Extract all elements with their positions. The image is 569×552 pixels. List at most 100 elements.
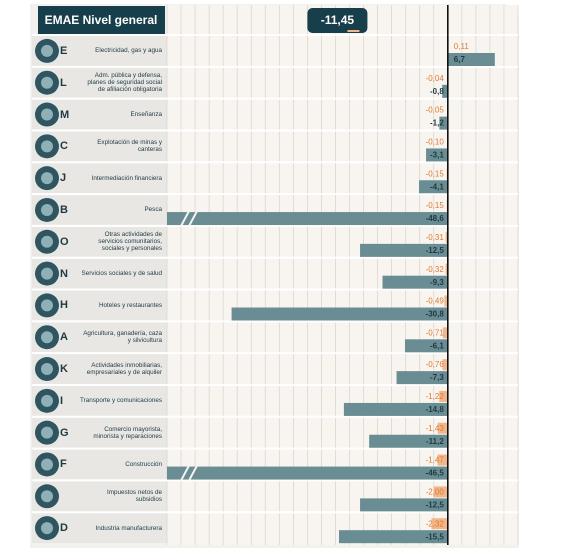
variation-label: -9,3 (430, 278, 444, 287)
sector-icon-detail (41, 76, 53, 89)
contribution-label: -0,71 (426, 328, 445, 337)
category-label: Agricultura, ganadería, caza y silvicult… (83, 330, 162, 345)
contribution-label: -0,15 (426, 169, 445, 178)
variation-bar (360, 243, 448, 257)
variation-bar (442, 84, 448, 98)
variation-label: -48,6 (426, 214, 445, 223)
variation-label: -11,2 (426, 437, 444, 446)
sector-code: K (60, 363, 68, 376)
chart-title: EMAE Nivel general (45, 13, 158, 27)
variation-label: -30,8 (426, 310, 445, 319)
category-label: Explotación de minas y canteras (97, 139, 162, 154)
category-label: Servicios sociales y de salud (81, 270, 163, 278)
contribution-bar (442, 327, 448, 339)
contribution-label: -0,05 (426, 106, 445, 115)
contribution-bar (437, 422, 448, 434)
variation-bar (343, 402, 448, 416)
variation-bar (439, 116, 448, 130)
variation-bar (360, 498, 448, 512)
contribution-bar (433, 486, 448, 498)
contribution-label: -0,04 (426, 74, 445, 83)
sector-code: A (60, 331, 68, 344)
sector-icon-detail (41, 235, 53, 248)
sector-icon-detail (41, 140, 53, 153)
sector-code: C (60, 140, 68, 153)
category-label: Industria manufacturera (95, 524, 162, 532)
sector-code: E (60, 44, 68, 57)
contribution-bar (437, 454, 448, 466)
sector-icon-detail (41, 458, 53, 471)
sector-code: F (60, 458, 67, 471)
sector-icon-detail (41, 522, 53, 535)
variation-label: -0,8 (430, 87, 444, 96)
contribution-bar (442, 359, 448, 371)
total-box (307, 8, 368, 33)
variation-label: -3,1 (430, 151, 444, 160)
sector-code: J (60, 172, 67, 185)
variation-label: -1,2 (430, 119, 444, 128)
category-label: Transporte y comunicaciones (80, 397, 163, 405)
sector-icon-detail (41, 490, 53, 503)
contribution-label: -2,00 (426, 487, 445, 496)
variation-bar (167, 466, 448, 480)
variation-bar (396, 371, 448, 385)
contribution-label: -0,10 (426, 138, 445, 147)
sector-icon-detail (41, 172, 53, 185)
sector-icon-detail (41, 203, 53, 216)
axis-break (188, 210, 198, 227)
sector-code: H (60, 299, 68, 312)
variation-bar (447, 53, 495, 66)
variation-label: -14,8 (426, 405, 445, 414)
category-label: Electricidad, gas y agua (95, 47, 162, 55)
sector-code: D (60, 522, 68, 535)
variation-bar (231, 307, 448, 321)
sector-icon-detail (41, 44, 53, 57)
sector-icon-detail (41, 299, 53, 312)
contribution-label: -0,15 (426, 201, 445, 210)
variation-bar (167, 212, 448, 226)
variation-bar (419, 180, 448, 194)
category-label: Impuestos netos de subsidios (107, 489, 162, 504)
category-label: Pesca (144, 206, 162, 214)
contribution-bar (439, 390, 448, 402)
sector-icon-detail (41, 267, 53, 280)
contribution-label: -1,47 (426, 456, 445, 465)
contribution-label: -0,31 (426, 233, 445, 242)
sector-code: O (60, 235, 69, 248)
sector-icon-detail (41, 108, 53, 121)
variation-bar (404, 339, 448, 353)
contribution-label: -1,43 (426, 424, 445, 433)
contribution-label: -0,76 (426, 360, 445, 369)
plot-area (167, 5, 518, 545)
category-label: Hoteles y restaurantes (99, 301, 162, 309)
contribution-label: -1,22 (426, 392, 445, 401)
variation-bar (369, 434, 448, 448)
sector-icon-detail (41, 426, 53, 439)
contribution-bar (445, 263, 448, 275)
sector-code: G (60, 426, 69, 439)
variation-label: -7,3 (430, 373, 444, 382)
category-label: Adm. pública y defensa, planes de seguri… (87, 72, 162, 94)
total-label: -11,45 (321, 13, 355, 27)
contribution-label: -0,49 (426, 297, 445, 306)
variation-label: -12,5 (426, 246, 445, 255)
variation-bar (426, 148, 448, 162)
contribution-label: -0,32 (426, 265, 445, 274)
title-box (38, 6, 165, 35)
variation-label: 6,7 (454, 55, 466, 64)
sector-icon-detail (41, 394, 53, 407)
contribution-bar (445, 231, 448, 243)
variation-label: -6,1 (430, 341, 444, 350)
contribution-label: -2,32 (426, 519, 445, 528)
category-label: Intermediación financiera (91, 174, 162, 182)
axis-break (180, 210, 190, 227)
bars (167, 41, 495, 544)
sector-icon-detail (41, 363, 53, 376)
sector-code: M (60, 108, 70, 121)
category-label: Otras actividades de servicios comunitar… (98, 231, 162, 253)
axis-break (180, 465, 190, 482)
axis-break (188, 465, 198, 482)
variation-label: -4,1 (430, 182, 444, 191)
